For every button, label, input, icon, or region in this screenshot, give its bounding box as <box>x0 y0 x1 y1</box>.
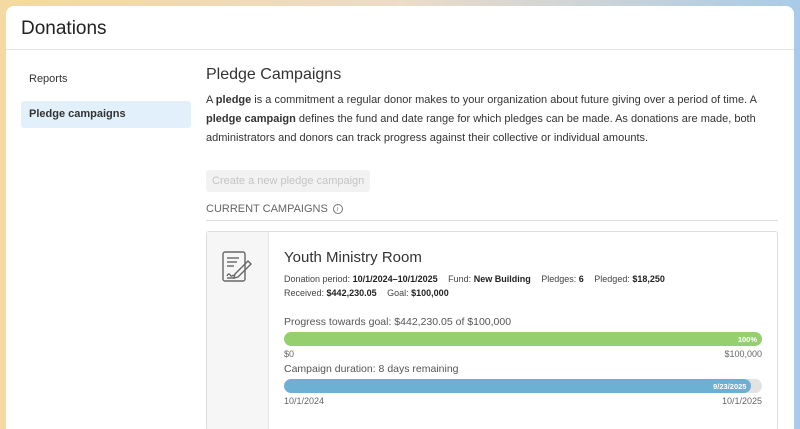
description: A pledge is a commitment a regular donor… <box>206 94 757 144</box>
sidebar: Reports Pledge campaigns <box>21 66 191 136</box>
campaign-name[interactable]: Youth Ministry Room <box>284 249 422 266</box>
duration-fill: 9/23/2025 <box>284 379 752 393</box>
app-window: Donations Reports Pledge campaigns Pledg… <box>6 6 794 429</box>
info-icon[interactable]: i <box>332 204 343 214</box>
section-label: CURRENT CAMPAIGNS <box>206 203 328 215</box>
page-title: Pledge Campaigns <box>206 66 342 83</box>
progress-bar: 100% <box>284 332 762 346</box>
duration-bar: 9/23/2025 <box>284 379 762 393</box>
create-campaign-button[interactable]: Create a new pledge campaign <box>206 170 371 192</box>
campaign-meta: Donation period: 10/1/2024–10/1/2025 Fun… <box>284 274 665 298</box>
campaign-card[interactable]: Youth Ministry Room Donation period: 10/… <box>206 231 778 429</box>
main-content: Pledge Campaigns A pledge is a commitmen… <box>206 66 778 429</box>
duration-label: Campaign duration: 8 days remaining <box>284 363 459 375</box>
progress-min: $0 <box>284 349 295 359</box>
duration-start: 10/1/2024 <box>284 396 325 406</box>
progress-label: Progress towards goal: $442,230.05 of $1… <box>284 316 512 328</box>
section-header: CURRENT CAMPAIGNS i <box>206 203 778 221</box>
sidebar-item-reports[interactable]: Reports <box>29 73 68 85</box>
duration-end: 10/1/2025 <box>721 396 762 406</box>
sidebar-item-pledge-campaigns[interactable]: Pledge campaigns <box>21 101 191 128</box>
document-signature-icon <box>222 251 252 282</box>
progress-max: $100,000 <box>724 349 762 359</box>
progress-fill: 100% <box>284 332 762 346</box>
page-header: Donations <box>6 6 794 50</box>
